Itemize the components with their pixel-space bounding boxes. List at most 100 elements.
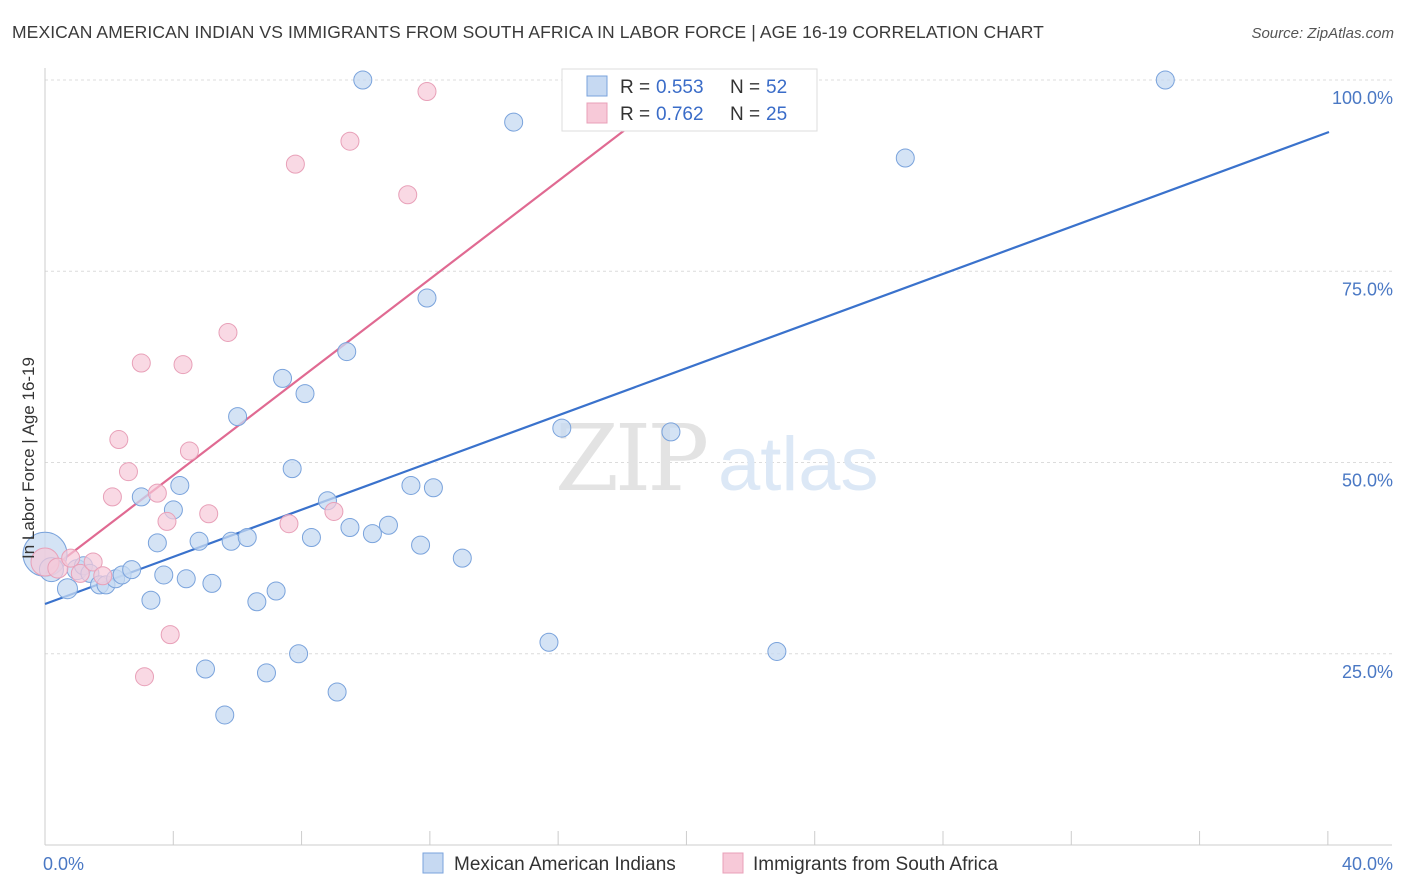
point-immigrants-south-africa-21 [340, 131, 360, 151]
point-mexican-american-indians-12 [141, 590, 161, 610]
x-tick-label-1: 40.0% [1342, 854, 1393, 874]
point-mexican-american-indians-42 [417, 288, 437, 308]
trend-lines [44, 79, 1330, 606]
axes [44, 68, 1392, 846]
point-mexican-american-indians-30 [289, 644, 309, 664]
watermark-atlas: atlas [718, 422, 879, 507]
point-immigrants-south-africa-13 [160, 625, 180, 645]
point-mexican-american-indians-13 [147, 533, 167, 553]
point-mexican-american-indians-28 [273, 368, 293, 388]
y-tick-label-1: 50.0% [1342, 471, 1393, 491]
point-mexican-american-indians-45 [504, 112, 524, 132]
point-mexican-american-indians-19 [196, 659, 215, 679]
point-immigrants-south-africa-5 [93, 566, 113, 586]
point-mexican-american-indians-21 [215, 705, 235, 725]
point-mexican-american-indians-31 [295, 384, 315, 404]
point-mexican-american-indians-22 [221, 531, 241, 551]
point-immigrants-south-africa-20 [324, 501, 344, 521]
point-mexican-american-indians-44 [452, 548, 472, 568]
point-mexican-american-indians-32 [301, 527, 321, 547]
point-mexican-american-indians-27 [266, 581, 286, 601]
point-immigrants-south-africa-16 [199, 504, 219, 524]
bottom-legend-label-blue: Mexican American Indians [454, 854, 676, 875]
point-mexican-american-indians-51 [1155, 70, 1175, 90]
point-immigrants-south-africa-22 [398, 185, 418, 205]
legend2-r-value: 0.762 [656, 104, 704, 125]
legend1-r-value: 0.553 [656, 77, 704, 98]
legend1-n-label: N = [730, 77, 760, 98]
point-mexican-american-indians-29 [282, 459, 302, 479]
point-mexican-american-indians-24 [237, 527, 257, 547]
point-mexican-american-indians-48 [661, 422, 681, 442]
point-immigrants-south-africa-18 [279, 514, 299, 534]
legend2-r-label: R = [620, 104, 650, 125]
point-immigrants-south-africa-10 [135, 667, 155, 687]
point-mexican-american-indians-39 [378, 515, 398, 535]
point-mexican-american-indians-47 [552, 418, 572, 438]
point-mexican-american-indians-23 [228, 407, 248, 427]
point-mexican-american-indians-46 [539, 632, 559, 652]
point-mexican-american-indians-25 [247, 592, 267, 612]
point-mexican-american-indians-40 [401, 475, 421, 495]
point-mexican-american-indians-49 [767, 641, 787, 661]
y-tick-labels: 25.0% 50.0% 75.0% 100.0% [1332, 88, 1393, 682]
point-immigrants-south-africa-8 [118, 462, 138, 482]
x-tick-label-0: 0.0% [43, 854, 84, 874]
point-immigrants-south-africa-7 [109, 430, 129, 450]
legend2-n-label: N = [730, 104, 760, 125]
chart-title: MEXICAN AMERICAN INDIAN VS IMMIGRANTS FR… [12, 22, 1044, 42]
watermark: ZIP atlas [555, 405, 879, 512]
point-immigrants-south-africa-4 [83, 552, 103, 572]
y-tick-label-2: 75.0% [1342, 279, 1393, 299]
legend1-n-value: 52 [766, 77, 787, 98]
point-mexican-american-indians-50 [895, 148, 915, 168]
source-label: Source: ZipAtlas.com [1251, 25, 1394, 42]
y-axis-title: In Labor Force | Age 16-19 [19, 357, 38, 559]
legend2-n-value: 25 [766, 104, 787, 125]
point-mexican-american-indians-26 [256, 663, 276, 683]
point-mexican-american-indians-43 [423, 478, 443, 498]
point-mexican-american-indians-37 [353, 70, 373, 90]
point-mexican-american-indians-16 [170, 475, 190, 495]
point-mexican-american-indians-2 [56, 578, 78, 600]
gridlines [45, 79, 1392, 655]
point-immigrants-south-africa-17 [218, 322, 238, 342]
legend1-r-label: R = [620, 77, 650, 98]
watermark-zip: ZIP [555, 405, 706, 512]
y-tick-label-0: 25.0% [1342, 662, 1393, 682]
point-immigrants-south-africa-3 [70, 563, 90, 583]
point-mexican-american-indians-34 [327, 682, 347, 702]
trend-line-blue [44, 130, 1330, 606]
x-tick-labels: 0.0% 40.0% [43, 854, 1393, 874]
point-immigrants-south-africa-6 [102, 487, 122, 507]
bottom-legend-swatch-pink [722, 852, 744, 874]
point-mexican-american-indians-36 [340, 518, 360, 538]
point-mexican-american-indians-35 [337, 342, 357, 362]
point-immigrants-south-africa-12 [157, 511, 177, 531]
point-immigrants-south-africa-9 [131, 353, 151, 373]
bottom-legend: Mexican American Indians Immigrants from… [422, 852, 998, 875]
point-immigrants-south-africa-23 [417, 81, 437, 101]
point-mexican-american-indians-14 [154, 565, 174, 585]
legend-swatch-pink [586, 102, 608, 124]
point-mexican-american-indians-10 [122, 560, 142, 580]
point-mexican-american-indians-38 [362, 524, 382, 544]
point-immigrants-south-africa-15 [179, 441, 199, 461]
y-tick-label-3: 100.0% [1332, 88, 1393, 108]
point-immigrants-south-africa-19 [285, 154, 305, 174]
point-mexican-american-indians-41 [411, 535, 431, 555]
point-mexican-american-indians-18 [189, 531, 209, 551]
bottom-legend-swatch-blue [422, 852, 444, 874]
point-mexican-american-indians-17 [176, 569, 196, 589]
point-immigrants-south-africa-11 [147, 483, 167, 503]
point-immigrants-south-africa-14 [173, 355, 193, 375]
top-legend: R = 0.553 N = 52 R = 0.762 N = 25 [561, 68, 818, 132]
point-immigrants-south-africa-2 [61, 548, 81, 568]
legend-swatch-blue [586, 75, 608, 97]
point-mexican-american-indians-11 [131, 487, 151, 507]
data-points [22, 70, 1175, 725]
svg-text:R =: R = [620, 77, 650, 98]
point-mexican-american-indians-20 [202, 573, 222, 593]
bottom-legend-label-pink: Immigrants from South Africa [753, 854, 998, 875]
